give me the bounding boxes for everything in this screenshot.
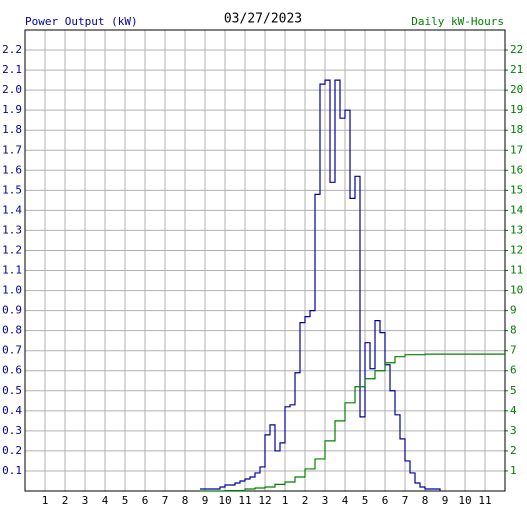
x-tick-label: 4 (342, 494, 349, 507)
series-line (200, 353, 505, 492)
y-tick-label: 1.4 (2, 203, 22, 216)
y-tick-label: 0.2 (2, 444, 22, 457)
x-tick-label: 2 (62, 494, 69, 507)
y-tick-label: 1.8 (2, 123, 22, 136)
y2-tick-label: 2 (510, 444, 517, 457)
plot-border (24, 29, 506, 492)
y-axis-label: Power Output (kW) (25, 15, 138, 28)
y2-tick-label: 8 (510, 324, 517, 337)
x-tick-label: 1 (282, 494, 289, 507)
y-tick-label: 1.1 (2, 264, 22, 277)
y2-tick-label: 3 (510, 424, 517, 437)
y-tick-label: 1.5 (2, 183, 22, 196)
x-tick-label: 7 (402, 494, 409, 507)
y2-tick-label: 11 (510, 264, 523, 277)
y-tick-label: 0.4 (2, 404, 22, 417)
y-tick-label: 1.0 (2, 284, 22, 297)
y2-tick-label: 9 (510, 304, 517, 317)
chart-title: 03/27/2023 (224, 12, 302, 27)
y-tick-label: 1.2 (2, 243, 22, 256)
y-tick-label: 2.1 (2, 63, 22, 76)
x-tick-label: 2 (302, 494, 309, 507)
x-tick-label: 12 (258, 494, 271, 507)
y-tick-label: 0.8 (2, 324, 22, 337)
y-tick-label: 0.1 (2, 464, 22, 477)
x-tick-label: 9 (202, 494, 209, 507)
x-tick-label: 8 (182, 494, 189, 507)
x-tick-label: 4 (102, 494, 109, 507)
x-tick-label: 3 (322, 494, 329, 507)
y2-tick-label: 18 (510, 123, 523, 136)
x-tick-label: 9 (442, 494, 449, 507)
y2-tick-label: 12 (510, 243, 523, 256)
x-tick-label: 10 (218, 494, 231, 507)
x-tick-label: 10 (458, 494, 471, 507)
y-tick-label: 2.2 (2, 43, 22, 56)
x-tick-label: 3 (82, 494, 89, 507)
y2-tick-label: 4 (510, 404, 517, 417)
x-tick-label: 11 (478, 494, 491, 507)
y-tick-label: 1.7 (2, 143, 22, 156)
y2-axis-label: Daily kW-Hours (411, 15, 504, 28)
x-tick-label: 5 (362, 494, 369, 507)
x-tick-label: 6 (142, 494, 149, 507)
y-tick-label: 2.0 (2, 83, 22, 96)
y2-tick-label: 5 (510, 384, 517, 397)
y-tick-label: 0.9 (2, 304, 22, 317)
x-tick-label: 5 (122, 494, 129, 507)
x-tick-label: 7 (162, 494, 169, 507)
y2-tick-label: 21 (510, 63, 523, 76)
y-tick-label: 1.3 (2, 223, 22, 236)
x-tick-label: 1 (42, 494, 49, 507)
y2-tick-label: 1 (510, 464, 517, 477)
y2-tick-label: 14 (510, 203, 524, 216)
y2-tick-label: 13 (510, 223, 523, 236)
y2-tick-label: 7 (510, 344, 517, 357)
y-tick-label: 0.3 (2, 424, 22, 437)
y-tick-label: 1.9 (2, 103, 22, 116)
y-tick-label: 0.5 (2, 384, 22, 397)
x-tick-label: 11 (238, 494, 251, 507)
y2-tick-label: 20 (510, 83, 523, 96)
y2-tick-label: 17 (510, 143, 523, 156)
y2-tick-label: 10 (510, 284, 523, 297)
y2-tick-label: 6 (510, 364, 517, 377)
y2-tick-label: 16 (510, 163, 523, 176)
y2-tick-label: 15 (510, 183, 523, 196)
y-tick-label: 0.7 (2, 344, 22, 357)
y2-tick-label: 19 (510, 103, 523, 116)
x-tick-label: 8 (422, 494, 429, 507)
y-tick-label: 0.6 (2, 364, 22, 377)
y-tick-label: 1.6 (2, 163, 22, 176)
y2-tick-label: 22 (510, 43, 523, 56)
series-line (200, 79, 441, 491)
x-tick-label: 6 (382, 494, 389, 507)
